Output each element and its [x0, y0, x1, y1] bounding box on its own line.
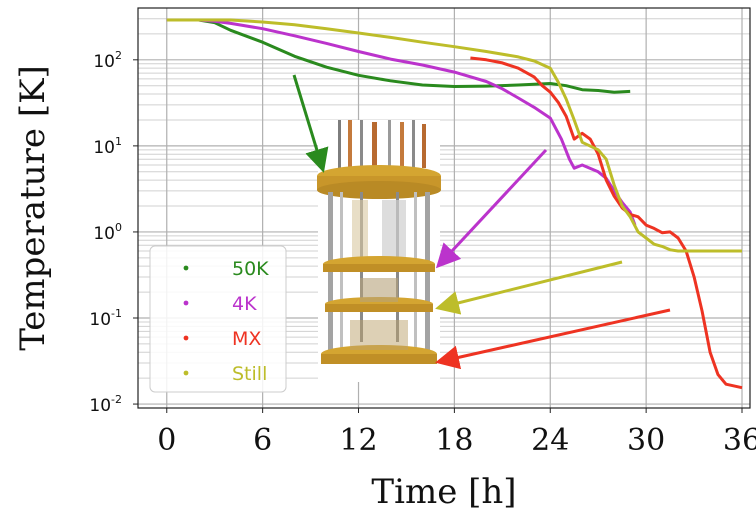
- y-tick-label: 102: [93, 49, 122, 72]
- x-tick-label: 30: [627, 423, 665, 458]
- y-tick-label: 100: [93, 221, 122, 244]
- y-tick-label: 10-2: [89, 393, 122, 416]
- x-tick-label: 18: [435, 423, 473, 458]
- arrow-mx: [435, 308, 671, 370]
- y-axis-label: Temperature [K]: [13, 65, 53, 350]
- legend-box: [149, 245, 287, 393]
- legend-marker-still: [183, 370, 189, 376]
- legend-marker-4k: [183, 300, 189, 306]
- series-line-still: [166, 18, 742, 253]
- x-tick-labels: 0 6 12 18 24 30 36: [157, 408, 756, 458]
- legend-marker-mx: [183, 335, 189, 341]
- y-tick-label: 101: [93, 135, 122, 158]
- pointer-arrows: [292, 74, 671, 370]
- arrow-still: [435, 260, 623, 315]
- x-tick-label: 0: [157, 423, 176, 458]
- legend-label-4k: 4K: [232, 293, 257, 315]
- arrow-4k: [435, 148, 548, 269]
- series-lines: [166, 18, 743, 390]
- x-tick-label: 24: [531, 423, 569, 458]
- arrow-50k: [292, 74, 329, 173]
- legend-marker-50k: [183, 265, 189, 271]
- legend-label-50k: 50K: [232, 258, 269, 280]
- y-tick-labels: 10-2 10-1 100 101 102: [89, 49, 138, 416]
- legend-label-mx: MX: [232, 328, 261, 350]
- legend: 50K 4K MX Still: [149, 245, 287, 393]
- series-line-50k: [166, 18, 631, 94]
- plot-frame: [137, 7, 751, 409]
- x-axis-label: Time [h]: [371, 472, 516, 512]
- x-tick-label: 12: [339, 423, 377, 458]
- y-tick-label: 10-1: [89, 307, 122, 330]
- x-tick-label: 6: [253, 423, 272, 458]
- series-line-mx: [470, 56, 743, 390]
- x-tick-label: 36: [723, 423, 756, 458]
- legend-label-still: Still: [232, 363, 267, 385]
- cryostat-illustration: [317, 120, 441, 382]
